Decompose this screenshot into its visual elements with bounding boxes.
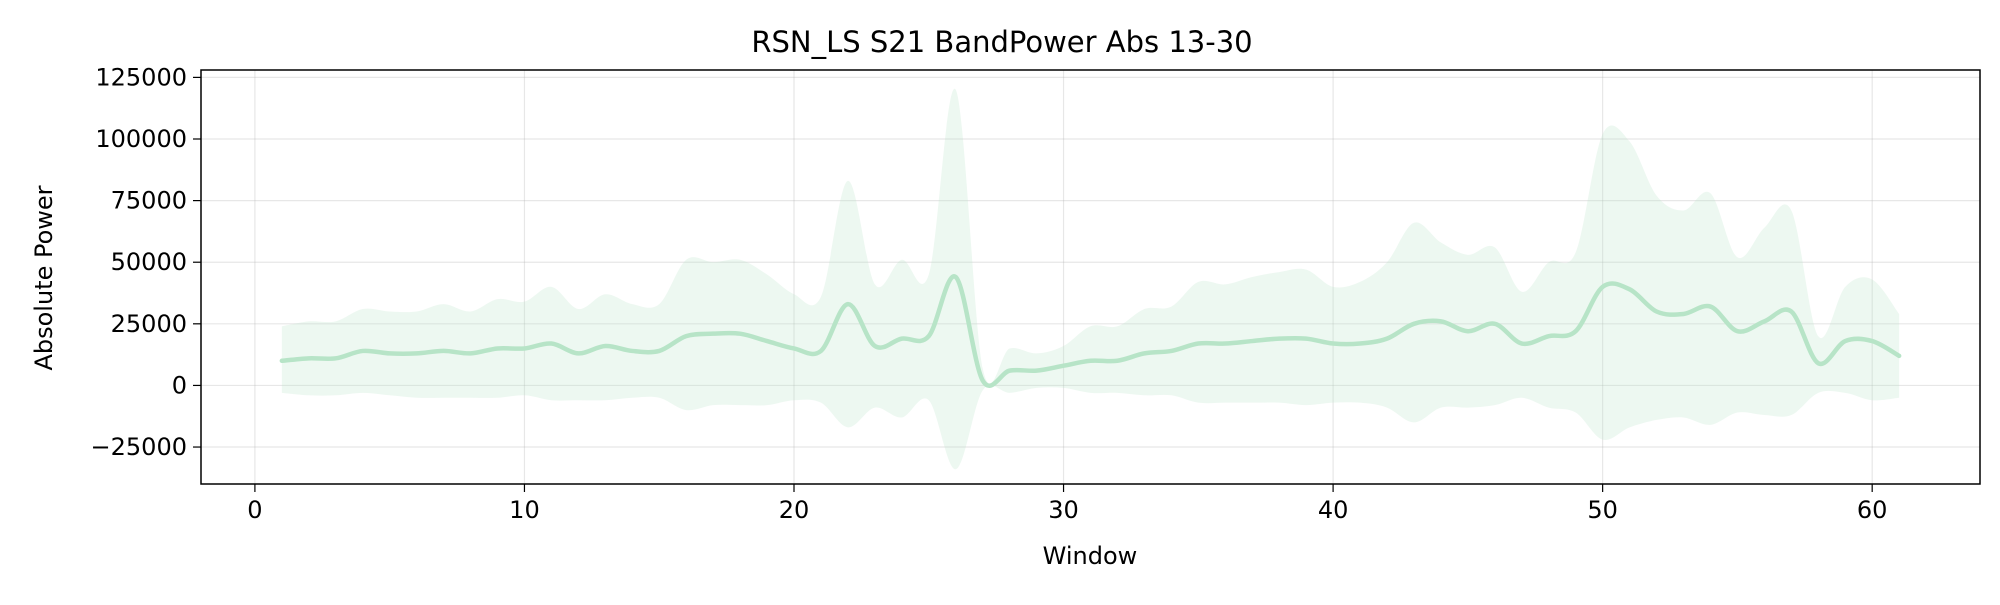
y-axis-label: Absolute Power	[30, 185, 58, 370]
x-tick-label: 30	[1048, 496, 1079, 524]
x-tick-label: 40	[1318, 496, 1349, 524]
y-tick-label: 100000	[95, 125, 187, 153]
plot-frame	[200, 69, 1981, 485]
band-area	[281, 88, 1900, 470]
x-tick-label: 10	[509, 496, 540, 524]
y-tick-label: 75000	[111, 187, 187, 215]
grid-layer	[201, 70, 1980, 484]
x-tick-label: 20	[779, 496, 810, 524]
x-tick-label: 50	[1587, 496, 1618, 524]
y-tick-label: 50000	[111, 248, 187, 276]
x-tick-label: 0	[247, 496, 262, 524]
y-tick-label: −25000	[91, 433, 187, 461]
x-tick-label: 60	[1857, 496, 1888, 524]
x-axis-ticks: 0 10 20 30 40 50 60	[247, 484, 1887, 524]
y-tick-label: 0	[172, 371, 187, 399]
y-axis-ticks: −25000 0 25000 50000 75000 100000 125000	[91, 63, 201, 461]
mean-line	[279, 274, 1902, 389]
y-tick-label: 25000	[111, 310, 187, 338]
chart-title: RSN_LS S21 BandPower Abs 13-30	[751, 25, 1252, 59]
x-axis-label: Window	[1043, 542, 1138, 570]
y-tick-label: 125000	[95, 63, 187, 91]
